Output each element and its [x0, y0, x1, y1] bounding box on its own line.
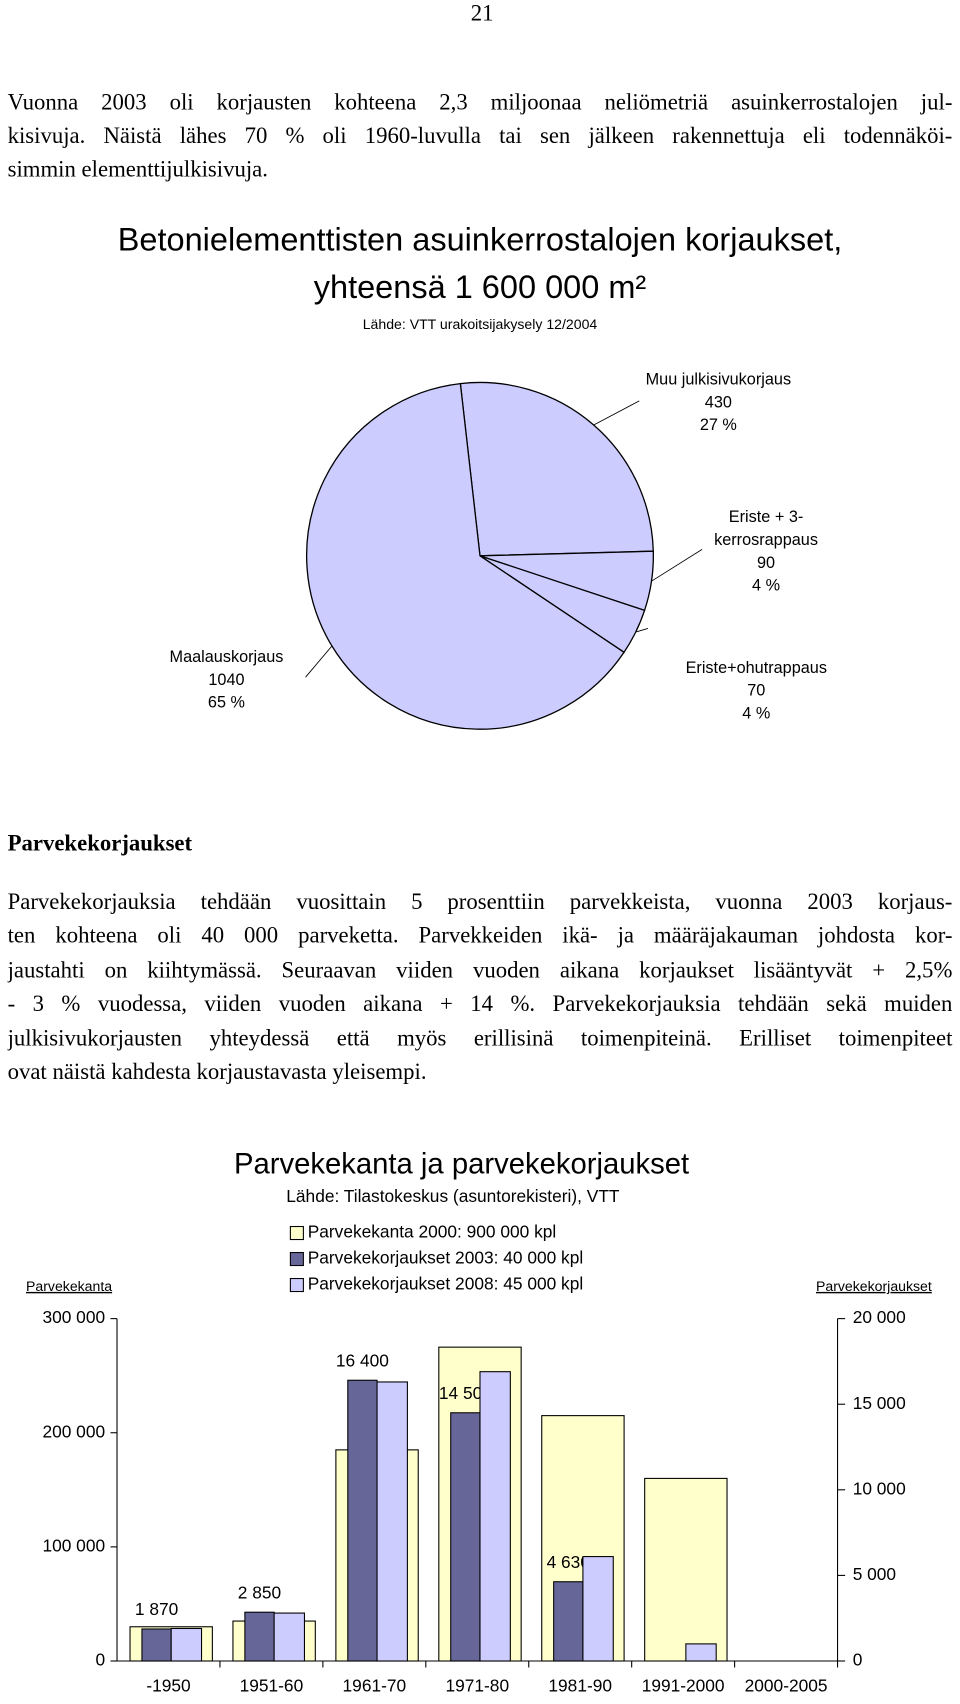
text-line: ten kohteena oli 40 000 parveketta. Parv… — [7, 922, 953, 949]
x-tick-label: 1961-70 — [343, 1676, 407, 1696]
y2-tick-label: 15 000 — [853, 1393, 906, 1413]
value-label: 2 850 — [238, 1582, 281, 1602]
value-label: 90 — [756, 553, 776, 573]
x-tick-label: 1981-90 — [548, 1676, 612, 1696]
bar — [376, 1381, 408, 1662]
legend-label: Parvekekorjaukset 2008: 45 000 kpl — [308, 1274, 583, 1294]
value-label: 1040 — [208, 670, 245, 690]
percent-label: 4 % — [752, 576, 781, 595]
text-line: ovat näistä kahdesta korjaustavasta ylei… — [7, 1058, 427, 1085]
bar — [644, 1477, 728, 1662]
category: Muu julkisivukorjaus — [645, 370, 792, 389]
y-tick-label: 200 000 — [42, 1421, 105, 1441]
y2-tick-label: 5 000 — [853, 1564, 896, 1584]
bar — [450, 1412, 481, 1662]
x-tick-label: 2000-2005 — [745, 1676, 828, 1696]
y2-tick-label: 10 000 — [853, 1478, 906, 1498]
leader-line — [593, 400, 640, 426]
leader-line — [635, 628, 649, 633]
category: Eriste+ohutrappaus — [685, 658, 827, 678]
value-label: 430 — [704, 393, 732, 412]
leader-line — [305, 645, 333, 678]
pie-title: Betonielementtisten asuinkerrostalojen k… — [117, 222, 843, 306]
value-label: 16 400 — [336, 1350, 389, 1370]
category: Eriste + 3-kerrosrappaus — [714, 508, 818, 550]
leader-line — [651, 548, 703, 582]
bar — [479, 1371, 511, 1662]
value-label: 1 870 — [135, 1599, 178, 1619]
x-tick-label: 1951-60 — [240, 1676, 304, 1696]
bar — [141, 1628, 172, 1662]
percent-label: 4 % — [742, 704, 771, 723]
x-tick-label: 1991-2000 — [642, 1676, 725, 1696]
category: Maalauskorjaus — [169, 647, 284, 667]
percent-label: 65 % — [207, 693, 245, 712]
bar — [170, 1627, 203, 1662]
pie-label: Muu julkisivukorjaus 430 27 % — [632, 368, 805, 436]
page-number: 21 — [470, 0, 494, 27]
text-line: julkisivukorjausten yhteydessä että myös… — [7, 1024, 953, 1051]
x-tick-label: 1971-80 — [445, 1676, 509, 1696]
text-line: Parvekekorjauksia tehdään vuosittain 5 p… — [7, 888, 953, 915]
pie-label: Maalauskorjaus 1040 65 % — [140, 646, 313, 714]
legend-label: Parvekekorjaukset 2003: 40 000 kpl — [308, 1248, 583, 1268]
pie-label: Eriste+ohutrappaus 70 4 % — [670, 657, 843, 725]
text-line: Vuonna 2003 oli korjausten kohteena 2,3 … — [7, 88, 953, 115]
legend-swatch — [289, 1277, 304, 1293]
bar — [273, 1612, 306, 1662]
text-line: kisivuja. Näistä lähes 70 % oli 1960-luv… — [7, 122, 953, 149]
legend-swatch — [289, 1225, 304, 1241]
percent-label: 27 % — [699, 416, 737, 435]
pie-subtitle: Lähde: VTT urakoitsijakysely 12/2004 — [363, 316, 598, 332]
value-label: 4 630 — [547, 1552, 590, 1572]
bar — [553, 1581, 584, 1662]
y-tick-label: 100 000 — [42, 1535, 105, 1555]
chart-title: Parvekekanta ja parvekekorjaukset — [234, 1149, 689, 1181]
text-line: - 3 % vuodessa, viiden vuoden aikana + 1… — [7, 990, 953, 1017]
x-tick-label: -1950 — [146, 1676, 190, 1696]
value-label: 14 500 — [439, 1383, 492, 1403]
pie-label: Eriste + 3-kerrosrappaus 90 4 % — [696, 506, 837, 597]
legend-swatch — [289, 1251, 304, 1267]
text-line: jaustahti on kiihtymässä. Seuraavan viid… — [7, 956, 953, 983]
bar — [347, 1379, 378, 1662]
value-label: 70 — [747, 681, 766, 700]
chart-subtitle: Lähde: Tilastokeskus (asuntorekisteri), … — [286, 1186, 620, 1206]
bar — [244, 1611, 275, 1662]
bar — [685, 1643, 717, 1662]
y-axis-title: Parvekekanta — [26, 1278, 112, 1294]
y2-tick-label: 20 000 — [853, 1307, 906, 1327]
bar — [582, 1556, 614, 1662]
legend-label: Parvekekanta 2000: 900 000 kpl — [308, 1222, 557, 1242]
y2-axis-title: Parvekekorjaukset — [816, 1278, 932, 1294]
text-line: simmin elementtijulkisivuja. — [7, 156, 268, 183]
y-tick-label: 0 — [95, 1650, 105, 1670]
y2-tick-label: 0 — [853, 1650, 863, 1670]
pie-slice — [459, 381, 654, 557]
section-heading: Parvekekorjaukset — [7, 829, 193, 856]
y-tick-label: 300 000 — [42, 1307, 105, 1327]
